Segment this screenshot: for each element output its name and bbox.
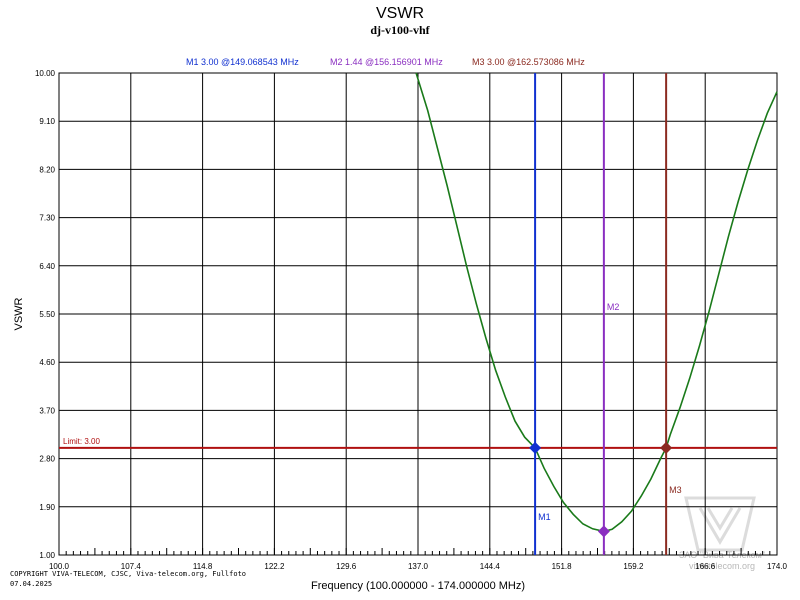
y-tick-label: 3.70 bbox=[39, 406, 55, 415]
x-tick-label: 122.2 bbox=[264, 562, 285, 571]
y-tick-label: 10.00 bbox=[35, 69, 56, 78]
y-tick-label: 1.90 bbox=[39, 503, 55, 512]
marker-point-m2 bbox=[597, 525, 610, 538]
x-tick-label: 114.8 bbox=[193, 562, 213, 571]
watermark-url: viva-telecom.org bbox=[689, 561, 755, 571]
copyright-text: COPYRIGHT VIVA-TELECOM, CJSC, Viva-telec… bbox=[10, 570, 246, 578]
x-tick-label: 174.0 bbox=[767, 562, 788, 571]
x-tick-label: 159.2 bbox=[623, 562, 644, 571]
x-tick-label: 144.4 bbox=[480, 562, 501, 571]
y-tick-label: 9.10 bbox=[39, 117, 55, 126]
limit-label: Limit: 3.00 bbox=[63, 437, 100, 446]
limit-line-group: Limit: 3.00 bbox=[59, 437, 777, 449]
y-tick-label: 6.40 bbox=[39, 262, 55, 271]
x-tick-label: 137.0 bbox=[408, 562, 429, 571]
marker-point-m1 bbox=[529, 441, 542, 454]
x-tick-label: 107.4 bbox=[121, 562, 142, 571]
chart-subtitle: dj-v100-vhf bbox=[370, 23, 430, 37]
y-tick-label: 2.80 bbox=[39, 455, 55, 464]
vswr-curve bbox=[415, 72, 778, 533]
marker-label-m2: M2 bbox=[607, 302, 620, 312]
marker-readout-m2: M2 1.44 @156.156901 MHz bbox=[330, 57, 443, 67]
markers-group: M1 M2 M3 bbox=[529, 73, 682, 555]
x-tick-label: 151.8 bbox=[552, 562, 573, 571]
series-group bbox=[415, 72, 778, 533]
y-tick-label: 7.30 bbox=[39, 214, 55, 223]
x-tick-label: 100.0 bbox=[49, 562, 70, 571]
axis-ticks: 100.0 107.4 114.8 122.2 129.6 137.0 144.4 151.8… bbox=[35, 69, 788, 571]
y-tick-label: 5.50 bbox=[39, 310, 55, 319]
x-tick-label: 129.6 bbox=[336, 562, 357, 571]
y-tick-label: 4.60 bbox=[39, 358, 55, 367]
x-tick-label: 166.6 bbox=[695, 562, 716, 571]
marker-point-m3 bbox=[660, 441, 673, 454]
y-tick-label: 8.20 bbox=[39, 165, 55, 174]
y-axis-label: VSWR bbox=[13, 297, 25, 330]
copyright-date: 07.04.2025 bbox=[10, 580, 52, 588]
plot-grid bbox=[58, 72, 778, 556]
chart-title: VSWR bbox=[376, 5, 424, 22]
marker-readout-m1: M1 3.00 @149.068543 MHz bbox=[186, 57, 299, 67]
company-logo-watermark: ЗАО "Вива-Телеком" viva-telecom.org bbox=[679, 496, 765, 571]
marker-readout-m3: M3 3.00 @162.573086 MHz bbox=[472, 57, 585, 67]
marker-label-m3: M3 bbox=[669, 485, 682, 495]
y-tick-label: 1.00 bbox=[39, 551, 55, 560]
x-axis-label: Frequency (100.000000 - 174.000000 MHz) bbox=[311, 580, 525, 592]
marker-label-m1: M1 bbox=[538, 512, 551, 522]
